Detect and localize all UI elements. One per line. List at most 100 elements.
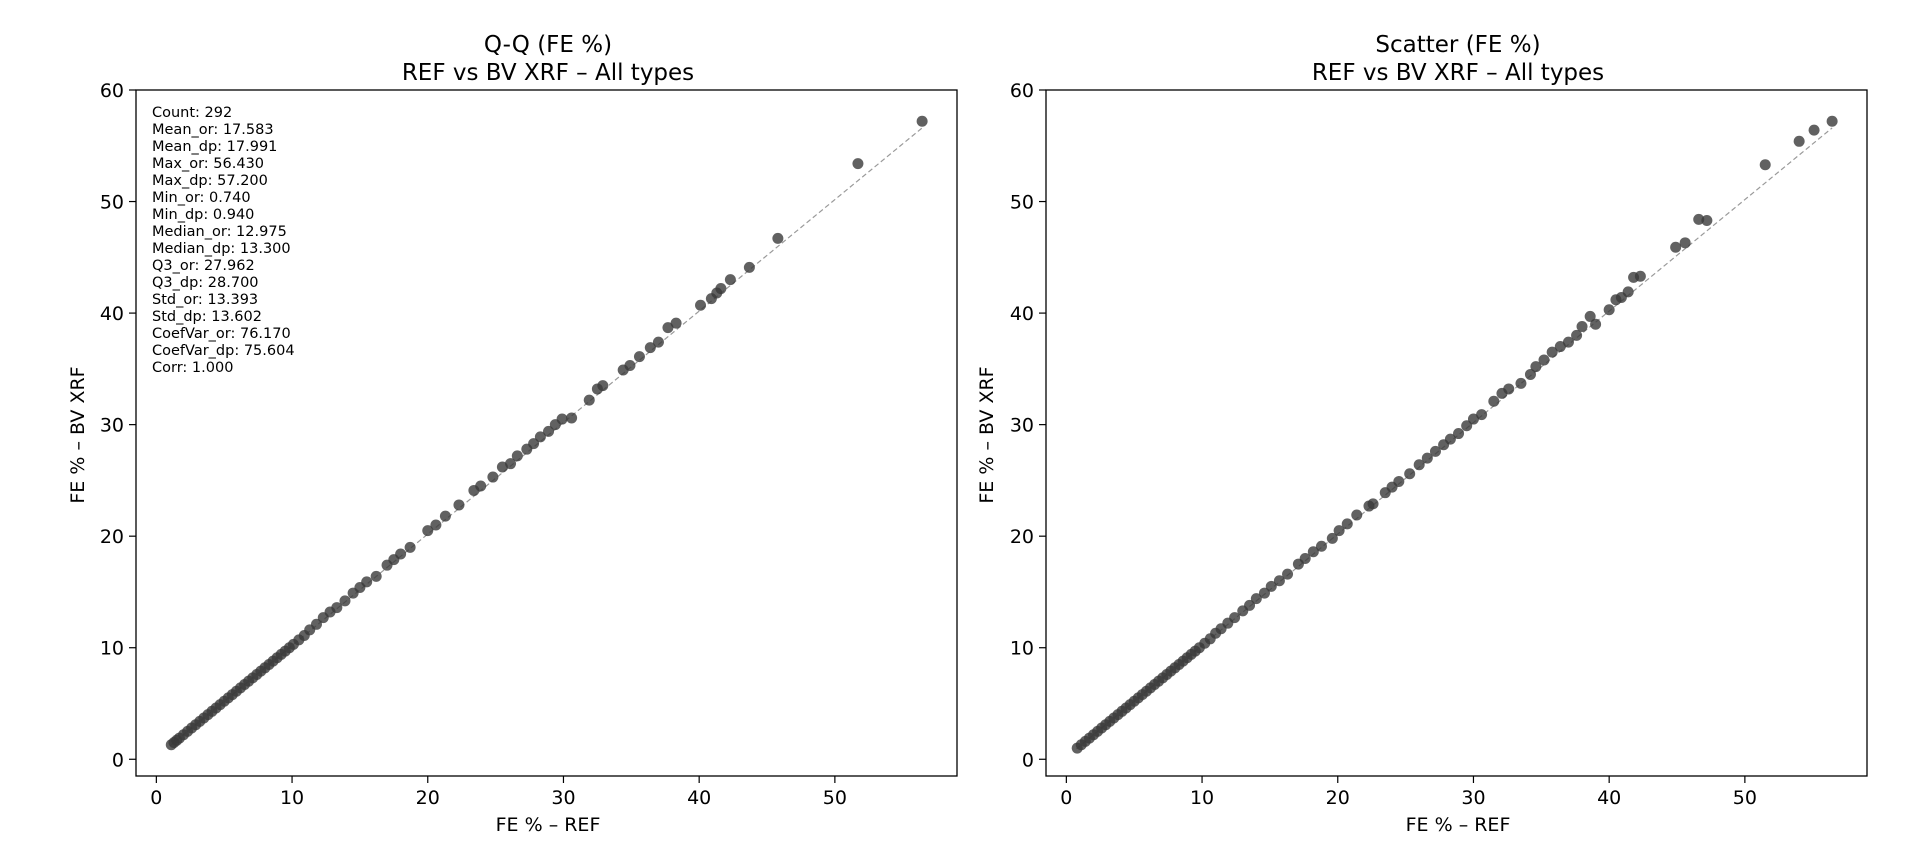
- y-tick-label: 10: [1010, 638, 1034, 660]
- stat-line: Max_dp: 57.200: [152, 173, 268, 189]
- y-tick-label: 20: [1010, 526, 1034, 548]
- data-point: [339, 595, 351, 607]
- y-tick-label: 20: [100, 526, 124, 548]
- title-line2-scatter: REF vs BV XRF – All types: [1312, 60, 1604, 86]
- data-point: [1693, 213, 1705, 225]
- data-point: [1524, 368, 1536, 380]
- y-axis-label-qq: FE % – BV XRF: [67, 366, 89, 503]
- data-point: [583, 394, 595, 406]
- data-point: [404, 541, 416, 553]
- data-point: [310, 618, 322, 630]
- data-point: [1476, 409, 1488, 421]
- data-point: [1530, 361, 1542, 373]
- data-point: [1444, 433, 1456, 445]
- data-point: [1467, 413, 1479, 425]
- y-tick-label: 30: [100, 415, 124, 437]
- stat-line: Q3_or: 27.962: [152, 258, 255, 274]
- stat-line: Max_or: 56.430: [152, 156, 264, 172]
- title-line1-qq: Q-Q (FE %): [484, 32, 612, 58]
- data-point: [1351, 509, 1363, 521]
- x-tick-label: 0: [1060, 787, 1072, 809]
- data-point: [1634, 270, 1646, 282]
- data-point: [534, 431, 546, 443]
- data-point: [1701, 215, 1713, 227]
- data-point: [1503, 383, 1515, 395]
- data-point: [1250, 593, 1262, 605]
- stat-line: Std_dp: 13.602: [152, 309, 262, 325]
- data-point: [1826, 115, 1838, 127]
- data-point: [1413, 459, 1425, 471]
- y-tick-label: 50: [100, 192, 124, 214]
- y-tick-label: 40: [100, 303, 124, 325]
- x-axis-label-qq: FE % – REF: [496, 814, 601, 836]
- data-point: [624, 360, 636, 372]
- stat-line: CoefVar_or: 76.170: [152, 326, 291, 342]
- x-tick-label: 0: [150, 787, 162, 809]
- y-axis-label-scatter: FE % – BV XRF: [976, 366, 998, 503]
- data-point: [1603, 304, 1615, 316]
- axes-frame-paired: [1045, 89, 1868, 777]
- y-tick-label: 60: [1010, 80, 1034, 102]
- plot-area-scatter: 0 10 20 30 40 50 0 10 20 30 40 50 60: [1010, 80, 1868, 809]
- title-line2-qq: REF vs BV XRF – All types: [402, 60, 694, 86]
- data-point: [1515, 377, 1527, 389]
- data-point: [528, 438, 540, 450]
- data-point: [331, 602, 343, 614]
- data-point: [395, 548, 407, 560]
- axes-frame-qq: [135, 89, 958, 777]
- data-point: [1244, 599, 1256, 611]
- x-axis-label-scatter: FE % – REF: [1406, 814, 1511, 836]
- data-point: [1326, 532, 1338, 544]
- data-point: [487, 471, 499, 483]
- stat-line: Median_dp: 13.300: [152, 241, 291, 257]
- title-line1-scatter: Scatter (FE %): [1375, 32, 1540, 58]
- stat-line: Min_dp: 0.940: [152, 207, 254, 223]
- x-tick-label: 20: [1326, 787, 1350, 809]
- stat-line: Corr: 1.000: [152, 360, 233, 376]
- y-tick-label: 10: [100, 638, 124, 660]
- data-point: [916, 115, 928, 127]
- data-point: [1590, 318, 1602, 330]
- data-point: [511, 450, 523, 462]
- data-point: [1367, 498, 1379, 510]
- data-point: [1265, 580, 1277, 592]
- plot-area-qq: 0 10 20 30 40 50 0 10 20 30 40 50 60: [100, 80, 958, 809]
- x-tick-label: 50: [1733, 787, 1757, 809]
- data-point: [1299, 552, 1311, 564]
- data-point: [543, 425, 555, 437]
- data-point: [670, 317, 682, 329]
- data-point: [556, 413, 568, 425]
- data-point: [1333, 525, 1345, 537]
- data-point: [652, 336, 664, 348]
- x-tick-label: 40: [687, 787, 711, 809]
- stat-line: CoefVar_dp: 75.604: [152, 343, 295, 359]
- data-point: [1341, 518, 1353, 530]
- x-tick-label: 50: [823, 787, 847, 809]
- data-point: [361, 576, 373, 588]
- y-tick-label: 0: [112, 749, 124, 771]
- data-point: [566, 412, 578, 424]
- data-point: [1429, 445, 1441, 457]
- data-point: [644, 342, 656, 354]
- data-point: [1793, 135, 1805, 147]
- data-point: [1282, 568, 1294, 580]
- data-point: [1229, 612, 1241, 624]
- data-point: [1258, 587, 1270, 599]
- data-point: [695, 299, 707, 311]
- data-point: [724, 274, 736, 286]
- stat-line: Std_or: 13.393: [152, 292, 258, 308]
- stat-line: Count: 292: [152, 105, 232, 121]
- data-point: [1546, 346, 1558, 358]
- data-point: [1679, 237, 1691, 249]
- x-tick-label: 30: [1461, 787, 1485, 809]
- data-point: [1393, 476, 1405, 488]
- data-point: [1404, 468, 1416, 480]
- x-tick-label: 20: [416, 787, 440, 809]
- data-point: [1315, 540, 1327, 552]
- data-point: [1488, 395, 1500, 407]
- data-point: [453, 499, 465, 511]
- data-point: [1622, 286, 1634, 298]
- data-point: [475, 480, 487, 492]
- data-point: [1670, 241, 1682, 253]
